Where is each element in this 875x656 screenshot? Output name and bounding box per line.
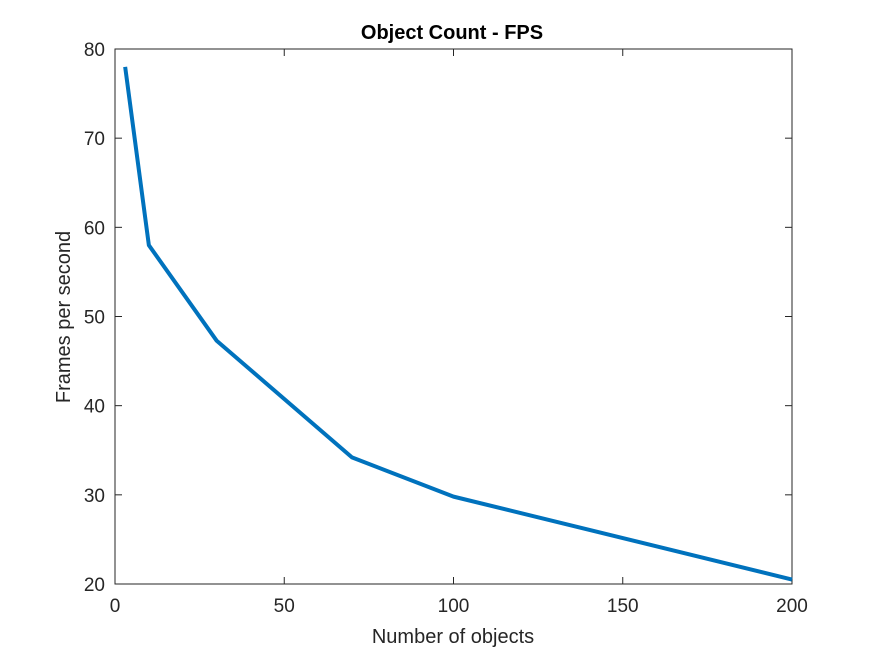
y-tick-label: 40 xyxy=(84,397,105,418)
x-tick-label: 150 xyxy=(607,596,639,617)
axis-tick-labels: 0 50 100 150 200 20 30 40 50 60 70 80 xyxy=(84,40,808,617)
axis-ticks xyxy=(114,48,793,585)
series-lines xyxy=(123,66,793,582)
x-tick-label: 200 xyxy=(776,596,808,617)
y-tick-label: 60 xyxy=(84,218,105,239)
x-axis-label: Number of objects xyxy=(372,626,534,648)
x-tick-label: 50 xyxy=(274,596,295,617)
y-tick-label: 80 xyxy=(84,40,105,61)
x-tick-label: 0 xyxy=(110,596,121,617)
y-tick-label: 50 xyxy=(84,308,105,329)
y-tick-label: 30 xyxy=(84,486,105,507)
plot-area xyxy=(114,48,793,585)
y-tick-label: 20 xyxy=(84,575,105,596)
series-line-0 xyxy=(123,66,793,582)
x-tick-label: 100 xyxy=(438,596,470,617)
y-tick-label: 70 xyxy=(84,129,105,150)
chart-title: Object Count - FPS xyxy=(361,22,543,44)
y-axis-label: Frames per second xyxy=(53,231,75,403)
